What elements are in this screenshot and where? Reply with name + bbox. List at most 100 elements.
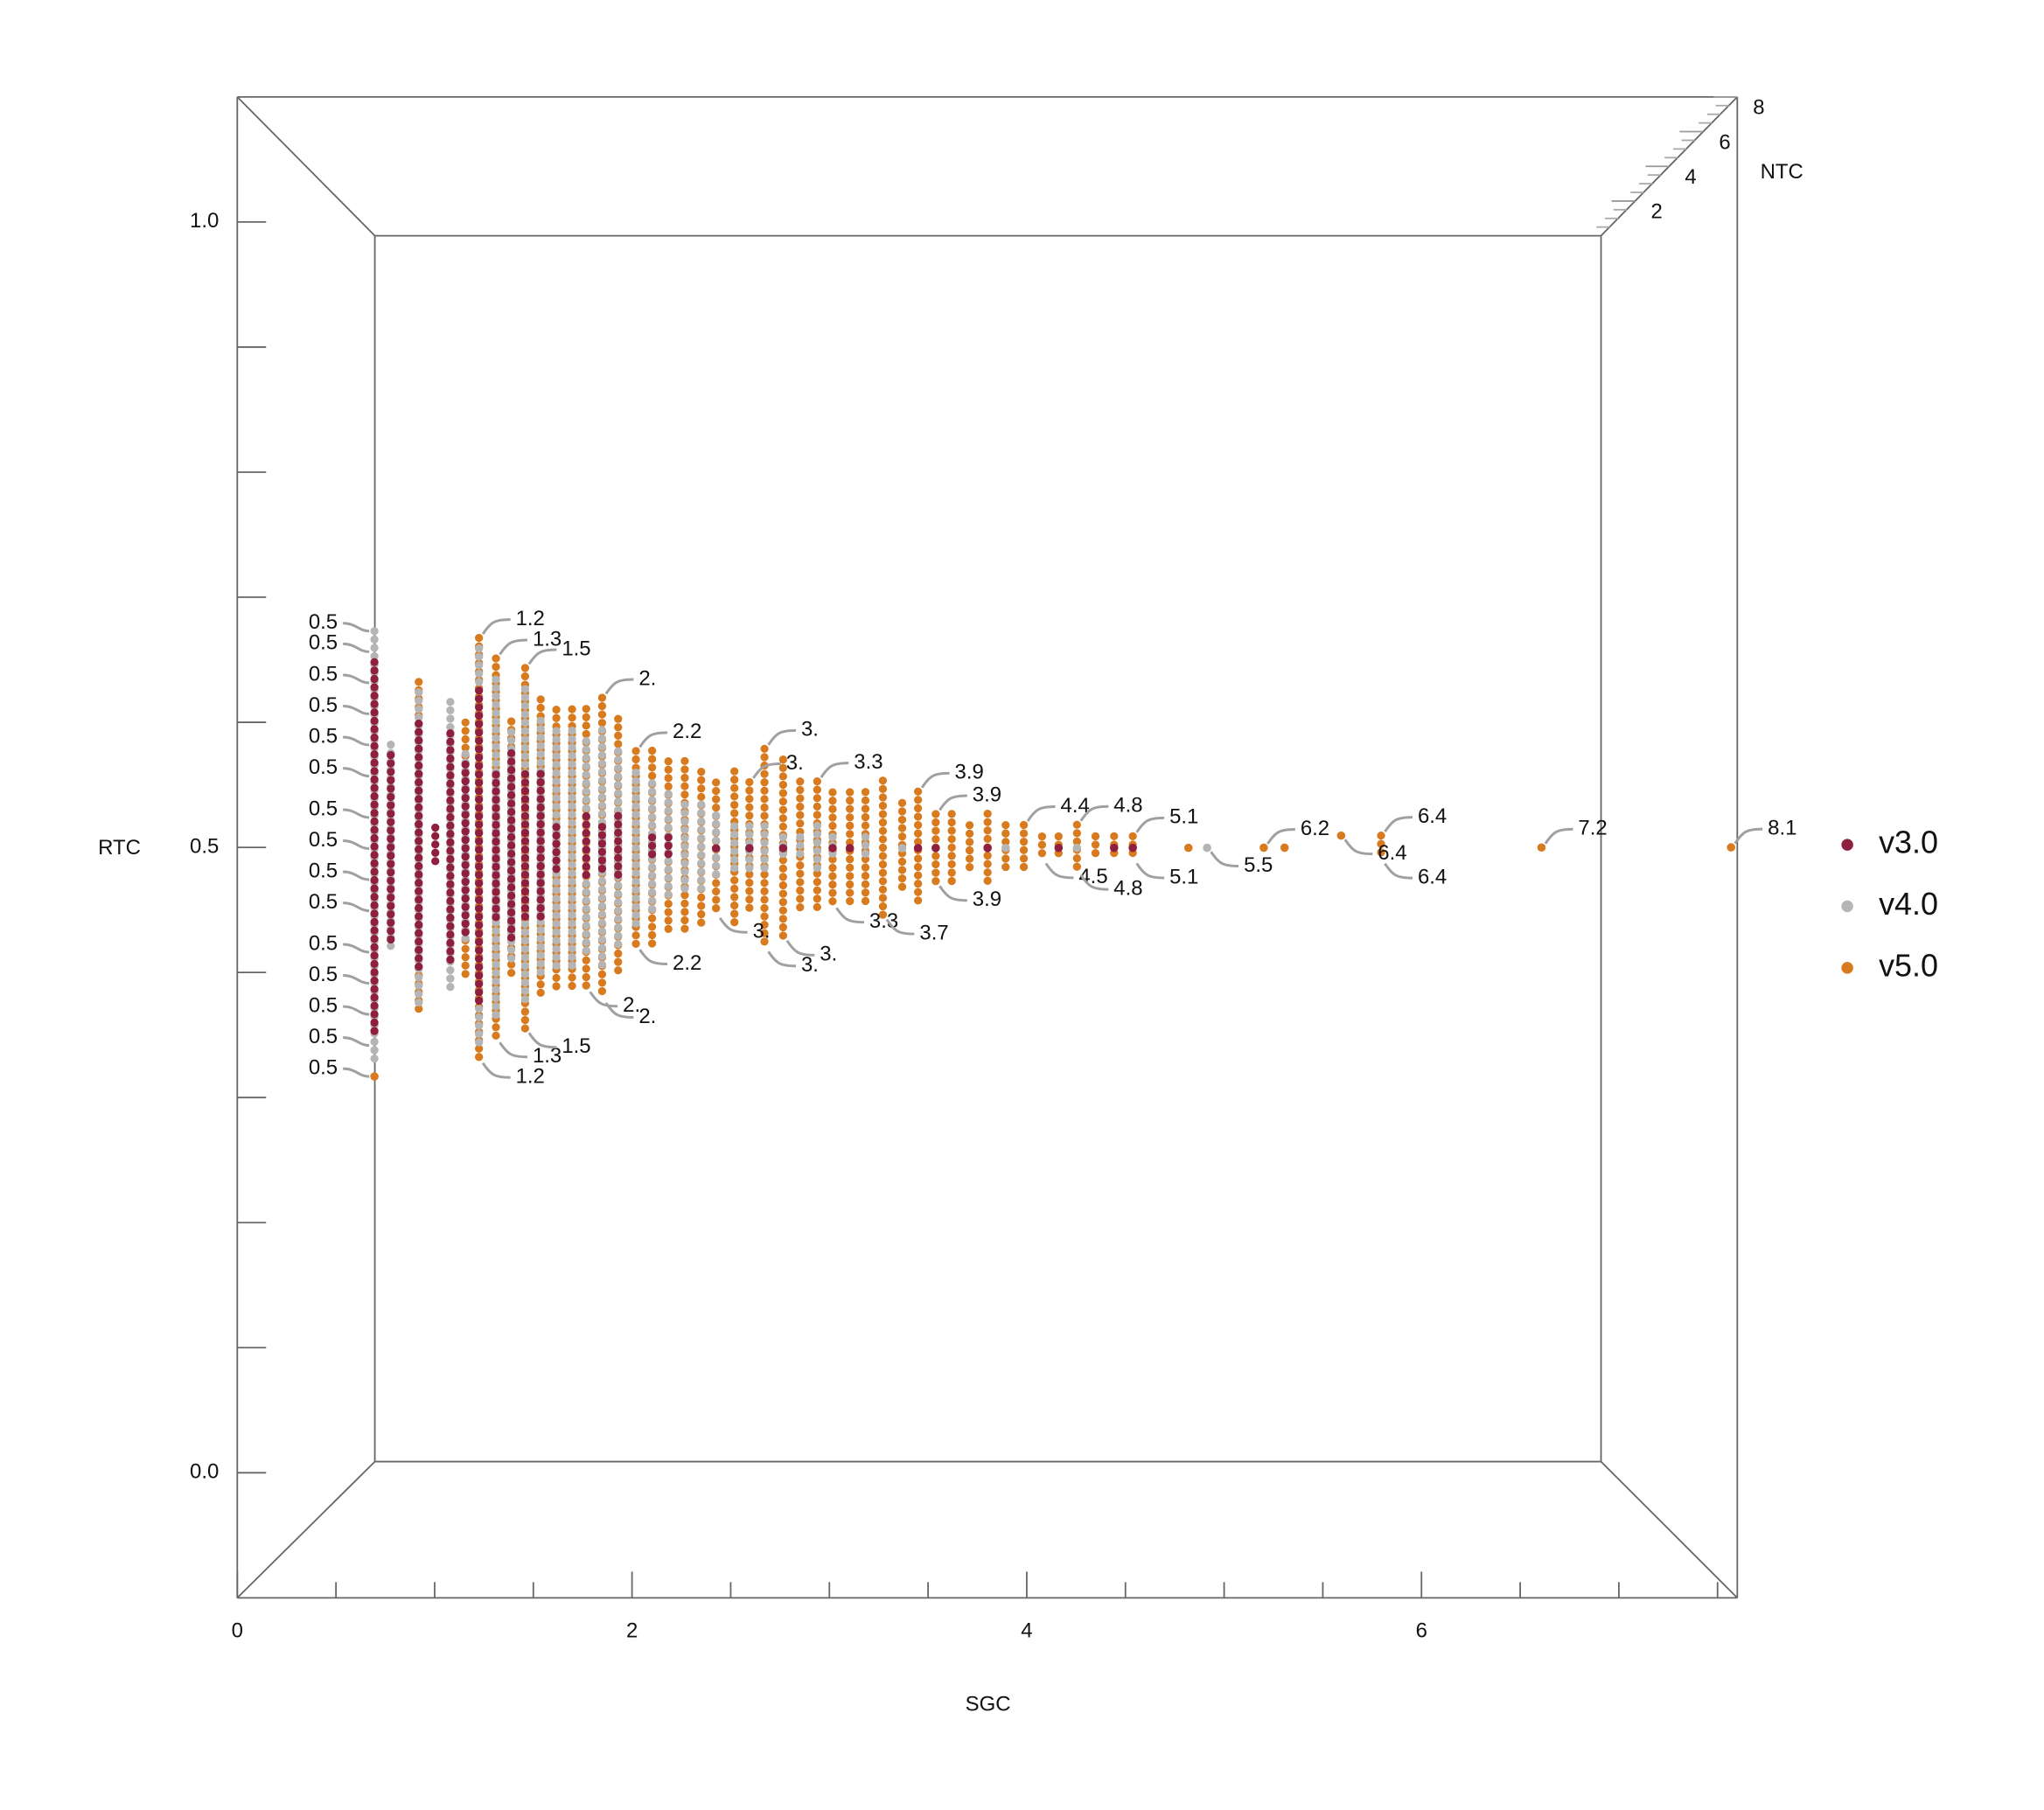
leader-line [785, 940, 815, 957]
leader-line [638, 731, 668, 748]
leader-line [343, 642, 370, 653]
x-tick-label: 6 [1416, 1619, 1427, 1643]
box-edge [236, 96, 376, 237]
point [931, 844, 940, 853]
leader-line [343, 808, 370, 819]
annotation: 3. [801, 953, 819, 977]
point [1183, 843, 1193, 853]
annotation: 4.8 [1113, 794, 1142, 818]
point [1001, 843, 1010, 853]
leader-line [343, 902, 370, 913]
annotation: 6.4 [1418, 865, 1447, 888]
leader-line [481, 618, 511, 635]
annotation: 1.2 [516, 607, 545, 630]
leader-line [1044, 862, 1074, 880]
annotation: 1.3 [533, 1044, 562, 1068]
point [1727, 843, 1736, 852]
legend-label: v4.0 [1879, 886, 1938, 922]
leader-line [343, 870, 370, 881]
point [1054, 843, 1064, 853]
annotation: 3.9 [955, 761, 984, 784]
annotation: 4.8 [1113, 876, 1142, 900]
annotation: 1.3 [533, 627, 562, 651]
leader-line [638, 949, 668, 966]
leader-line [1343, 839, 1373, 856]
point [1537, 843, 1546, 853]
annotation: 1.5 [562, 637, 590, 660]
annotation: 3.9 [973, 783, 1001, 806]
box-edge [1600, 96, 1738, 237]
point [745, 844, 754, 853]
point [845, 844, 855, 853]
point [1336, 831, 1346, 840]
leader-line [820, 762, 849, 778]
annotation: 0.5 [309, 631, 338, 655]
leader-line [499, 1041, 527, 1059]
annotation: 0.5 [309, 797, 338, 820]
x-tick-label: 2 [626, 1619, 638, 1643]
point [1072, 843, 1082, 853]
annotation: 0.5 [309, 1055, 338, 1079]
point [1128, 843, 1137, 853]
leader-line [527, 1032, 557, 1049]
point [913, 844, 923, 853]
x-axis-title: SGC [966, 1693, 1011, 1716]
leader-line [718, 916, 748, 934]
annotation: 2.2 [673, 720, 701, 743]
x-tick-label: 4 [1021, 1619, 1032, 1643]
leader-line [527, 648, 557, 665]
leader-line [1384, 816, 1413, 832]
leader-line [499, 638, 527, 656]
y-tick-label: 0.5 [190, 834, 219, 858]
annotation: 5.1 [1169, 805, 1198, 829]
leader-line [343, 839, 370, 850]
point [897, 844, 907, 853]
y-tick-label: 1.0 [190, 209, 219, 233]
annotation: 0.5 [309, 755, 338, 779]
leader-line [343, 622, 370, 633]
annotation: 0.5 [309, 1025, 338, 1048]
leader-line [1384, 862, 1413, 880]
legend-swatch [1841, 839, 1853, 851]
annotation: 0.5 [309, 890, 338, 914]
point [1203, 843, 1211, 853]
annotation: 3.3 [854, 750, 882, 774]
point [370, 1072, 379, 1081]
annotation: 7.2 [1578, 817, 1607, 840]
point [828, 844, 837, 853]
annotation: 3.9 [973, 888, 1001, 911]
leader-line [938, 885, 967, 902]
leader-line [604, 678, 634, 695]
leader-line [1079, 874, 1109, 891]
leader-line [604, 1002, 634, 1019]
box-edge [236, 1460, 376, 1598]
leader-line [1135, 816, 1165, 833]
box-edge [1600, 1460, 1738, 1598]
annotation: 0.5 [309, 693, 338, 717]
leader-line [1026, 805, 1056, 822]
annotation: 0.5 [309, 963, 338, 986]
annotation: 2. [638, 1005, 656, 1028]
annotation: 0.5 [309, 931, 338, 955]
leader-line [920, 771, 950, 789]
annotation: 0.5 [309, 662, 338, 686]
leader-line [767, 950, 797, 968]
annotation: 0.5 [309, 859, 338, 882]
point [778, 844, 788, 853]
leader-line [343, 673, 370, 685]
point [1280, 843, 1289, 853]
leader-line [343, 1067, 370, 1078]
annotation: 3. [820, 943, 837, 966]
legend-swatch [1841, 962, 1853, 974]
annotation: 3. [801, 718, 819, 741]
annotation: 6.4 [1418, 804, 1447, 828]
annotation: 1.2 [516, 1065, 545, 1089]
leader-line [343, 705, 370, 715]
z-axis-title: NTC [1761, 160, 1803, 184]
z-tick-label: 2 [1650, 200, 1662, 224]
annotation: 2. [638, 666, 656, 690]
point [983, 844, 992, 853]
leader-line [343, 943, 370, 954]
annotation: 0.5 [309, 610, 338, 634]
